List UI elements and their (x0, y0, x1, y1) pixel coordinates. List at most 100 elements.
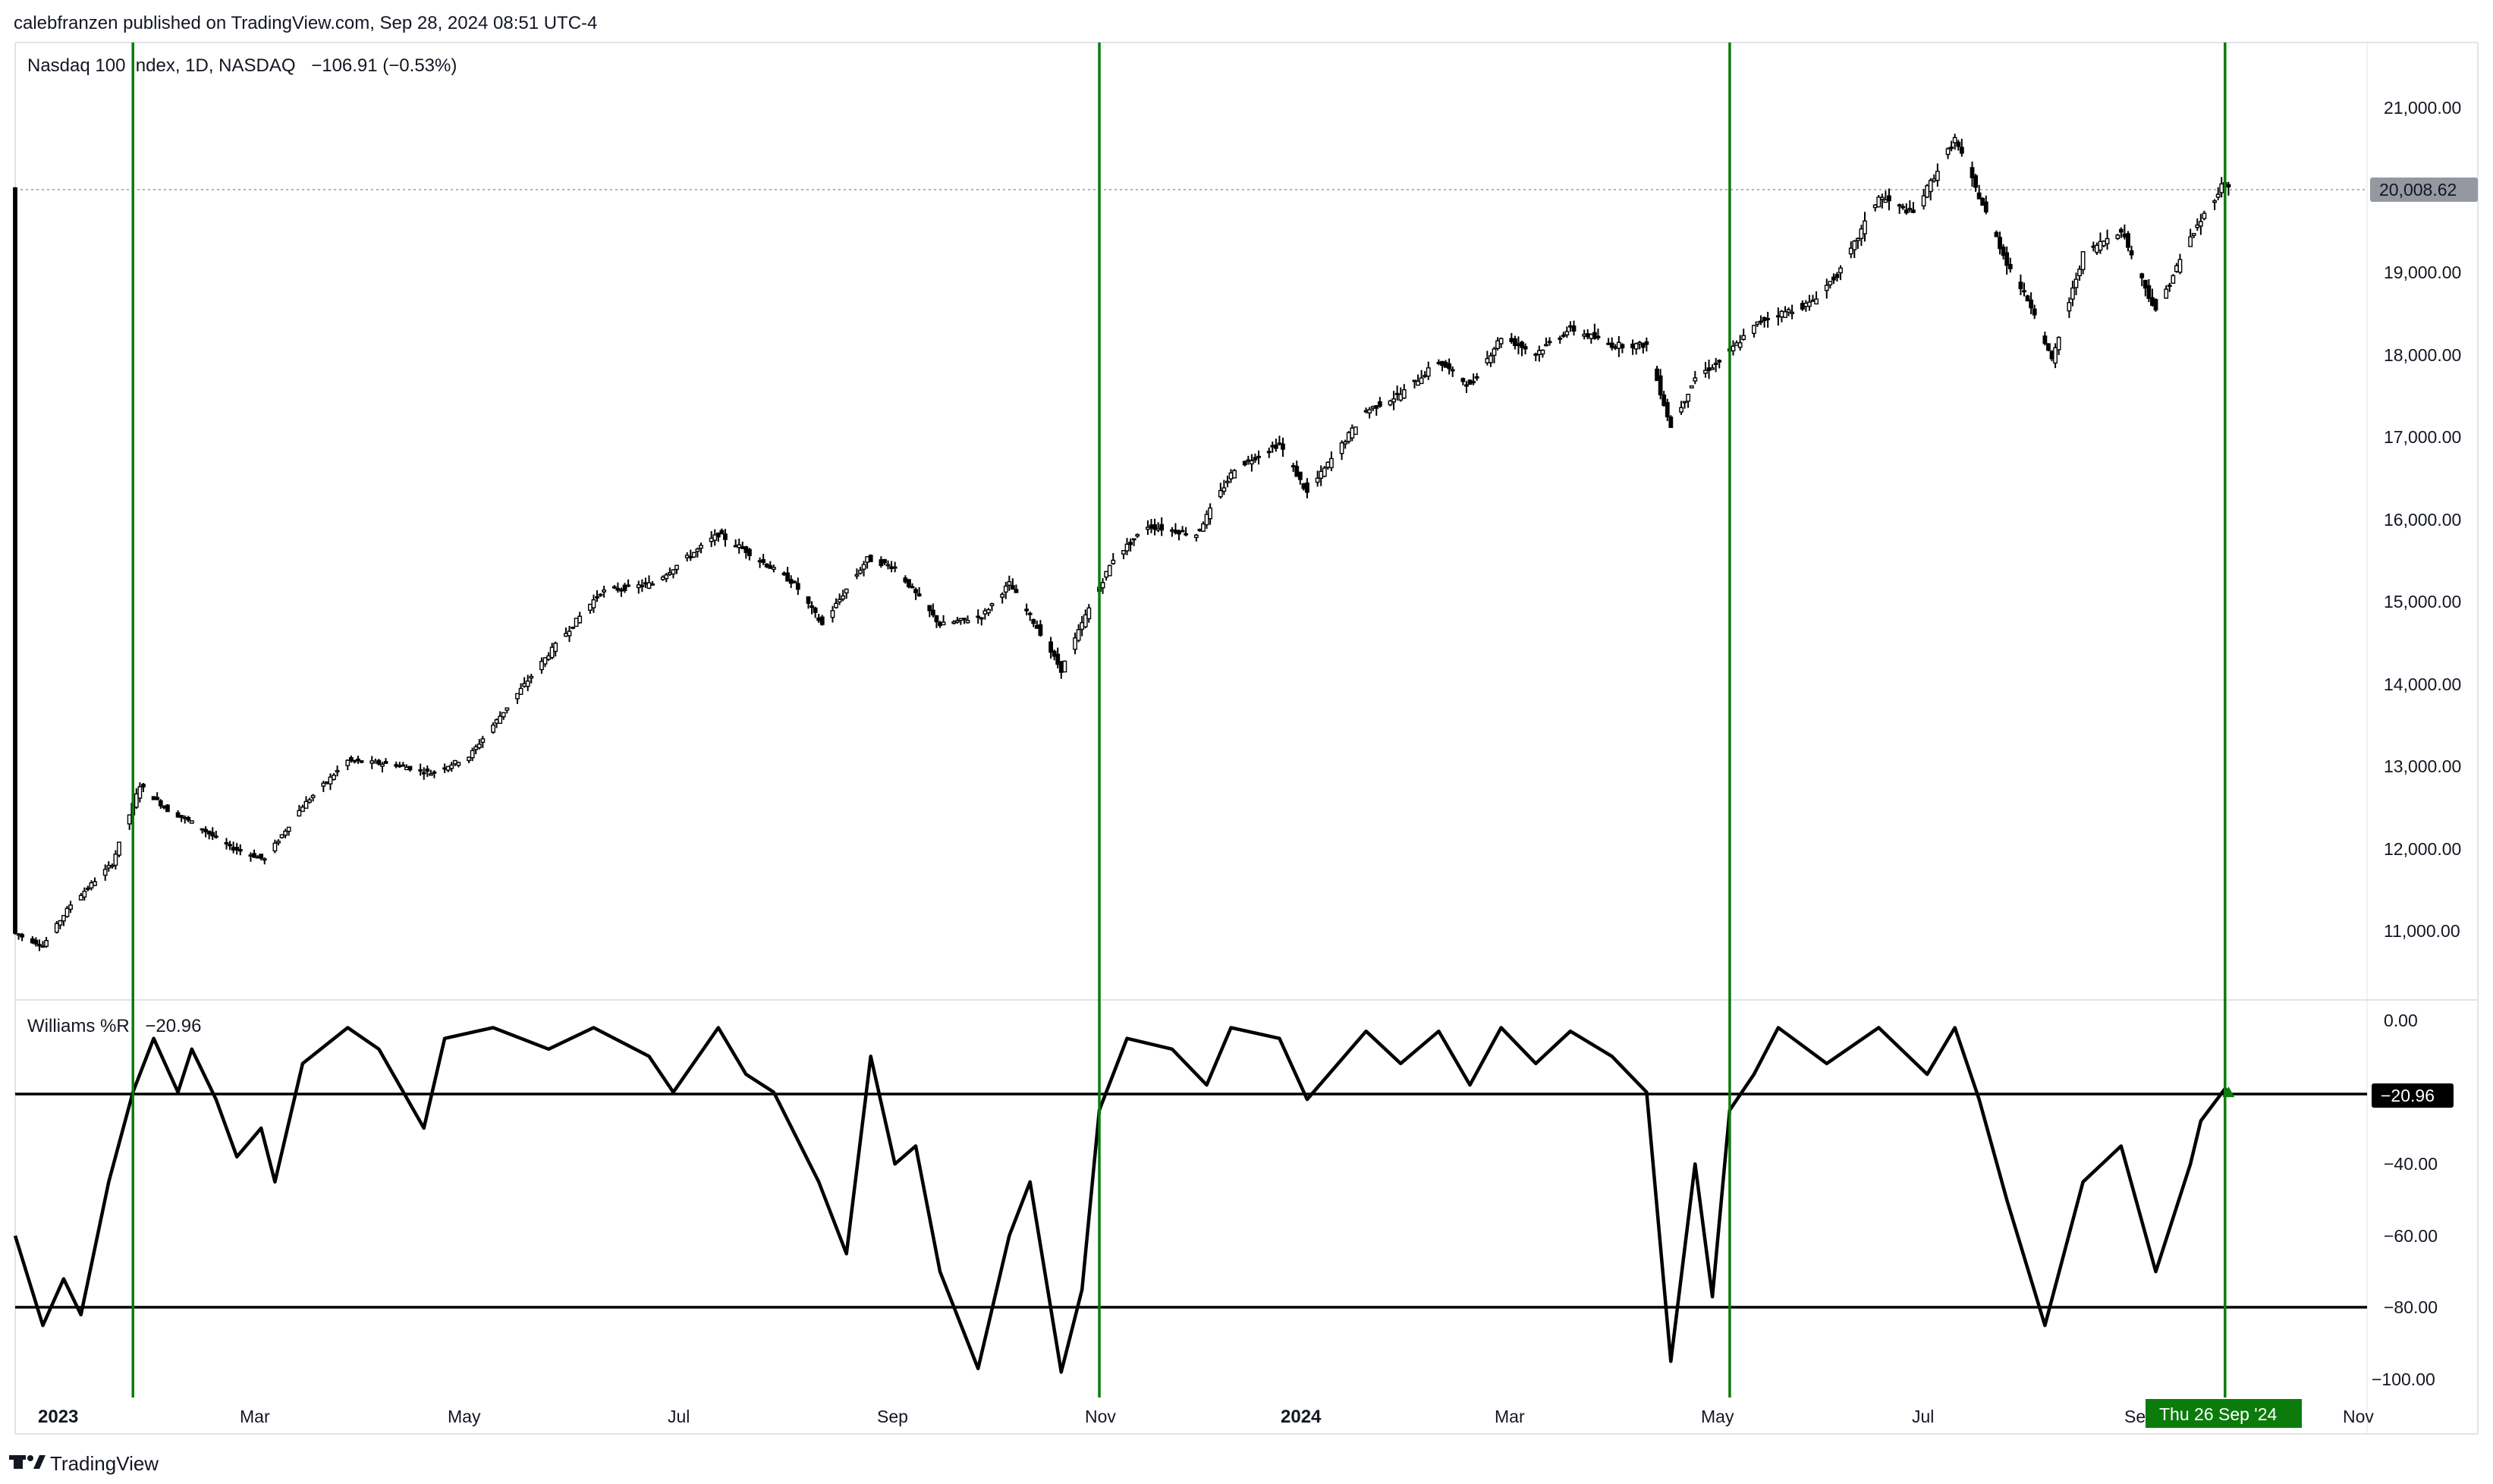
candle (1339, 440, 1344, 461)
candle (1301, 483, 1306, 491)
candle-body (2215, 193, 2221, 198)
candle (1423, 371, 1428, 379)
candle (785, 567, 791, 582)
candle (1831, 273, 1836, 285)
candle (1810, 294, 1816, 302)
candle-body (2150, 297, 2155, 306)
candle (1440, 360, 1445, 372)
candle (1693, 371, 1698, 385)
candle (1803, 300, 1809, 312)
candle (733, 539, 738, 548)
candle-body (30, 938, 35, 944)
candle (1689, 385, 1694, 388)
candle (203, 826, 209, 838)
candle-body (237, 849, 243, 852)
candle-body (1786, 309, 1791, 313)
candle-body (1512, 338, 1517, 347)
candle (1973, 174, 1978, 192)
tradingview-logo[interactable]: TradingView (9, 1452, 159, 1475)
candle (300, 804, 305, 813)
candle (667, 567, 672, 576)
candle-body (1353, 426, 1358, 435)
candle (1197, 528, 1202, 532)
candle-body (1848, 247, 1853, 255)
candle-body (1159, 523, 1165, 531)
candle (1564, 326, 1570, 338)
indicator-axis[interactable]: 0.00 −40.00 −60.00 −80.00 −100.00 (2372, 1011, 2438, 1389)
candle-body (1935, 171, 1940, 181)
candle (587, 603, 593, 615)
candle (383, 758, 388, 764)
candle (1467, 379, 1473, 385)
candle (695, 547, 700, 558)
candle (1155, 522, 1161, 533)
candle-body (2053, 347, 2058, 364)
candle-body (553, 643, 558, 652)
candle-body (1027, 612, 1033, 615)
candle-body (795, 583, 800, 590)
candle-body (1000, 593, 1005, 598)
candle (910, 583, 915, 589)
candle-body (1319, 470, 1324, 479)
candle-body (37, 944, 42, 947)
candle-body (643, 582, 648, 585)
candle-body (764, 563, 769, 568)
candle-body (1256, 455, 1261, 458)
candle-body (546, 655, 551, 660)
candle-body (709, 537, 714, 542)
candle (885, 560, 891, 570)
candle-body (1062, 660, 1067, 673)
candle-body (93, 881, 97, 886)
candle-body (2094, 244, 2099, 253)
candle-body (889, 566, 894, 569)
candle (1460, 377, 1466, 385)
change-text: −106.91 (−0.53%) (311, 55, 457, 76)
candle-body (332, 775, 336, 781)
candle-body (491, 725, 495, 733)
candle-body (1547, 341, 1552, 344)
candle (356, 756, 360, 764)
candle-body (186, 816, 191, 821)
candle (903, 575, 908, 584)
candle (2094, 242, 2099, 256)
candle (976, 609, 981, 624)
candle (141, 782, 146, 793)
candle (2073, 272, 2079, 296)
candle-body (394, 764, 399, 767)
candle-body (1281, 443, 1285, 450)
candle (1686, 393, 1691, 408)
candle (1281, 437, 1285, 457)
candle (715, 532, 721, 542)
candle (1512, 335, 1517, 350)
candle-body (1391, 398, 1396, 403)
candle (1495, 337, 1500, 351)
candle-body (1398, 394, 1404, 401)
tradingview-logo-icon (9, 1455, 46, 1469)
candle (1595, 328, 1601, 341)
candle-body (1682, 401, 1687, 404)
candle (1062, 660, 1067, 673)
candle (505, 707, 510, 714)
candle (380, 762, 385, 773)
candle (834, 598, 838, 609)
candle (1775, 307, 1781, 326)
candle-body (1291, 465, 1296, 467)
candle (1762, 316, 1767, 328)
candle-body (476, 744, 482, 749)
candle-body (498, 715, 503, 725)
candle-body (695, 549, 700, 552)
candle (89, 880, 94, 891)
candle-body (650, 583, 655, 586)
candle (518, 683, 523, 695)
candle-body (602, 590, 607, 593)
candle-body (2191, 233, 2196, 236)
candle (806, 596, 811, 609)
candle-body (102, 869, 108, 876)
price-axis[interactable]: 21,000.00 19,000.00 18,000.00 17,000.00 … (2384, 98, 2461, 941)
candle-body (1270, 445, 1275, 448)
candle (1319, 465, 1324, 486)
candle-body (768, 564, 773, 569)
candle-body (1879, 197, 1885, 200)
time-axis[interactable]: 2023 Mar May Jul Sep Nov 2024 Mar May Ju… (38, 1407, 2374, 1427)
candle (2150, 288, 2155, 307)
